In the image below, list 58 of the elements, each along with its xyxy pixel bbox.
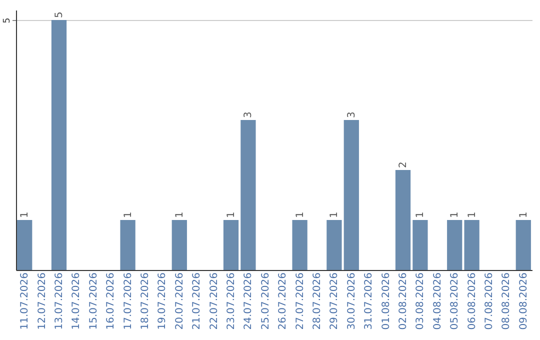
bar <box>464 220 480 270</box>
data-label: 3 <box>243 112 254 118</box>
x-tick-label: 01.08.2026 <box>380 272 392 330</box>
bar <box>412 220 428 270</box>
x-tick-label: 23.07.2026 <box>226 272 237 330</box>
x-tick-label: 11.07.2026 <box>20 272 31 330</box>
data-label: 1 <box>518 212 530 218</box>
bar <box>172 220 187 270</box>
x-tick-label: 30.07.2026 <box>346 272 358 330</box>
x-tick-label: 25.07.2026 <box>260 272 272 330</box>
bar <box>292 220 308 270</box>
x-tick-label: 15.07.2026 <box>88 272 100 330</box>
data-label: 5 <box>54 12 65 18</box>
bar <box>516 220 531 270</box>
x-tick-label: 17.07.2026 <box>122 272 134 330</box>
x-tick-label: 28.07.2026 <box>312 272 323 330</box>
data-label: 1 <box>226 212 237 218</box>
x-tick-label: 02.08.2026 <box>398 272 409 330</box>
x-tick-label: 19.07.2026 <box>157 272 168 330</box>
x-tick-label: 27.07.2026 <box>294 272 306 330</box>
x-tick-label: 06.08.2026 <box>466 272 478 330</box>
x-tick-label: 08.08.2026 <box>501 272 512 330</box>
x-tick-label: 05.08.2026 <box>450 272 461 330</box>
x-tick-label: 07.08.2026 <box>484 272 495 330</box>
data-label: 3 <box>346 112 358 118</box>
x-tick-label: 16.07.2026 <box>106 272 117 330</box>
bar <box>240 120 256 270</box>
bar <box>395 170 411 270</box>
x-tick-label: 14.07.2026 <box>71 272 82 330</box>
bar <box>120 220 136 270</box>
data-label: 1 <box>294 212 306 218</box>
bar <box>344 120 359 270</box>
x-tick-label: 21.07.2026 <box>192 272 203 330</box>
x-tick-label: 13.07.2026 <box>54 272 65 330</box>
data-label: 1 <box>20 212 31 218</box>
x-tick-label: 26.07.2026 <box>278 272 289 330</box>
data-label: 1 <box>466 212 478 218</box>
data-label: 1 <box>415 212 426 218</box>
data-label: 1 <box>450 212 461 218</box>
x-tick-label: 29.07.2026 <box>329 272 340 330</box>
bar <box>51 20 67 270</box>
data-label: 1 <box>122 212 134 218</box>
x-tick-label: 03.08.2026 <box>415 272 426 330</box>
bar <box>17 220 32 270</box>
x-tick-label: 04.08.2026 <box>432 272 444 330</box>
x-tick-label: 12.07.2026 <box>36 272 48 330</box>
data-label: 2 <box>398 162 409 168</box>
x-tick-label: 22.07.2026 <box>208 272 220 330</box>
x-tick-label: 24.07.2026 <box>243 272 254 330</box>
x-tick-label: 18.07.2026 <box>140 272 151 330</box>
bar <box>326 220 342 270</box>
x-tick-label: 20.07.2026 <box>174 272 186 330</box>
data-label: 1 <box>329 212 340 218</box>
x-tick-label: 31.07.2026 <box>364 272 375 330</box>
x-tick-label: 09.08.2026 <box>518 272 530 330</box>
data-label: 1 <box>174 212 186 218</box>
bar <box>447 220 462 270</box>
bar <box>223 220 239 270</box>
